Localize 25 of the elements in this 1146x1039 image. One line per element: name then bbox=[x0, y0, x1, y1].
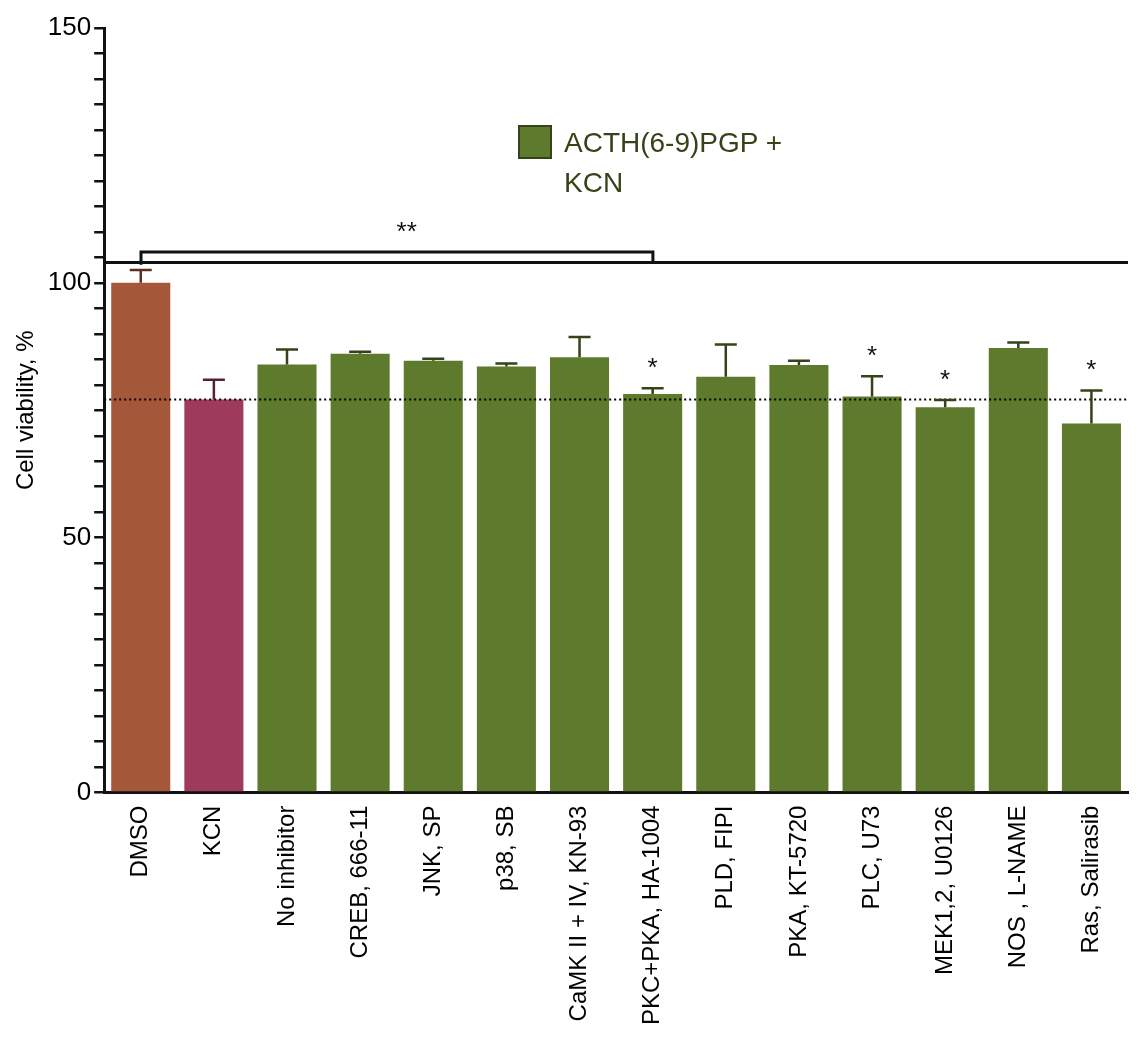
x-tick-label: DMSO bbox=[125, 805, 153, 878]
y-tick-label: 50 bbox=[62, 520, 92, 551]
y-tick-label: 150 bbox=[47, 11, 92, 42]
x-tick-label: PKC+PKA, HA-1004 bbox=[637, 805, 665, 1026]
x-tick-label: No inhibitor bbox=[271, 805, 299, 927]
x-tick-label: CREB, 666-11 bbox=[344, 805, 372, 959]
annotation: * bbox=[866, 340, 878, 371]
y-tick-label: 0 bbox=[76, 775, 92, 806]
x-tick-label: PKA, KT-5720 bbox=[783, 805, 811, 958]
x-tick-label: PLC, U73 bbox=[856, 805, 884, 910]
x-tick-label: CaMK II + IV, KN-93 bbox=[564, 805, 592, 1022]
annotation: * bbox=[1086, 354, 1097, 385]
y-axis-title: Cell viability, % bbox=[11, 330, 39, 491]
annotation: ** bbox=[395, 216, 418, 248]
x-tick-label: PLD, FIPI bbox=[710, 805, 738, 910]
x-tick-label: JNK, SP bbox=[417, 805, 445, 897]
x-tick-label: MEK1,2, U0126 bbox=[929, 805, 957, 975]
x-tick-label: Ras, Salirasib bbox=[1076, 805, 1104, 954]
annotation: * bbox=[940, 364, 951, 395]
x-tick-label: p38, SB bbox=[491, 805, 519, 891]
y-tick-label: 100 bbox=[47, 266, 92, 297]
x-tick-label: KCN bbox=[198, 805, 226, 857]
legend-label: ACTH(6-9)PGP + KCN bbox=[564, 126, 784, 200]
x-tick-label: NOS , L-NAME bbox=[1002, 805, 1030, 969]
annotation: * bbox=[647, 352, 658, 383]
